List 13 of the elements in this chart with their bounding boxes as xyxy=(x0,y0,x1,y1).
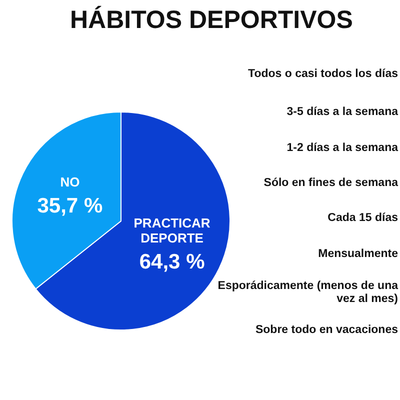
text: Mensualmente xyxy=(317,248,398,261)
data-label: 35,7 % xyxy=(37,194,103,218)
text: Esporádicamente (menos de una vez al mes) xyxy=(216,280,398,306)
text: Todos o casi todos los días xyxy=(247,68,398,81)
slice-label: PRACTICAR DEPORTE xyxy=(134,216,211,246)
slice-label: NO xyxy=(60,174,80,190)
data-label: 64,3 % xyxy=(139,250,206,274)
chart-title: HÁBITOS DEPORTIVOS xyxy=(70,6,354,35)
text: Sobre todo en vacaciones xyxy=(254,324,398,337)
text: 1-2 días a la semana xyxy=(286,142,398,155)
text: Cada 15 días xyxy=(326,212,398,225)
text: 3-5 días a la semana xyxy=(286,106,398,119)
text: Sólo en fines de semana xyxy=(262,177,398,190)
